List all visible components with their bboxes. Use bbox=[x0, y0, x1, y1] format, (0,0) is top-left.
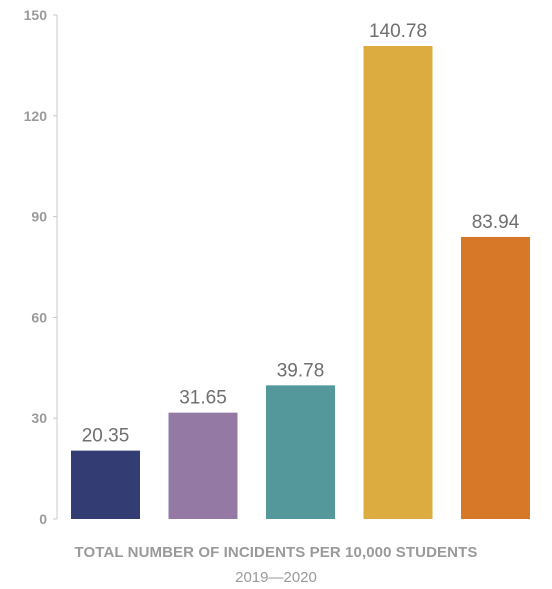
bar-1 bbox=[71, 450, 140, 519]
y-tick-label-30: 30 bbox=[31, 410, 47, 426]
bar-2 bbox=[168, 412, 238, 519]
bar-value-label-5: 83.94 bbox=[472, 212, 520, 233]
bar-4 bbox=[363, 45, 433, 520]
data-labels-group: 20.35 31.65 39.78 140.78 83.94 bbox=[82, 21, 520, 447]
y-tick-label-60: 60 bbox=[31, 309, 47, 325]
bar-5 bbox=[461, 236, 530, 519]
bars-group bbox=[71, 45, 530, 520]
y-tick-label-150: 150 bbox=[24, 7, 48, 23]
y-axis-ticks: 0 30 60 90 120 150 bbox=[24, 7, 57, 527]
y-tick-label-90: 90 bbox=[31, 209, 47, 225]
bar-value-label-3: 39.78 bbox=[277, 360, 325, 381]
bar-3 bbox=[266, 385, 335, 519]
chart-subtitle: 2019—2020 bbox=[235, 569, 317, 586]
chart-title: TOTAL NUMBER OF INCIDENTS PER 10,000 STU… bbox=[74, 544, 478, 561]
y-tick-label-120: 120 bbox=[24, 108, 48, 124]
bar-value-label-1: 20.35 bbox=[82, 426, 130, 447]
y-tick-label-0: 0 bbox=[39, 511, 47, 527]
bar-value-label-4: 140.78 bbox=[369, 21, 427, 42]
bar-value-label-2: 31.65 bbox=[179, 388, 227, 409]
